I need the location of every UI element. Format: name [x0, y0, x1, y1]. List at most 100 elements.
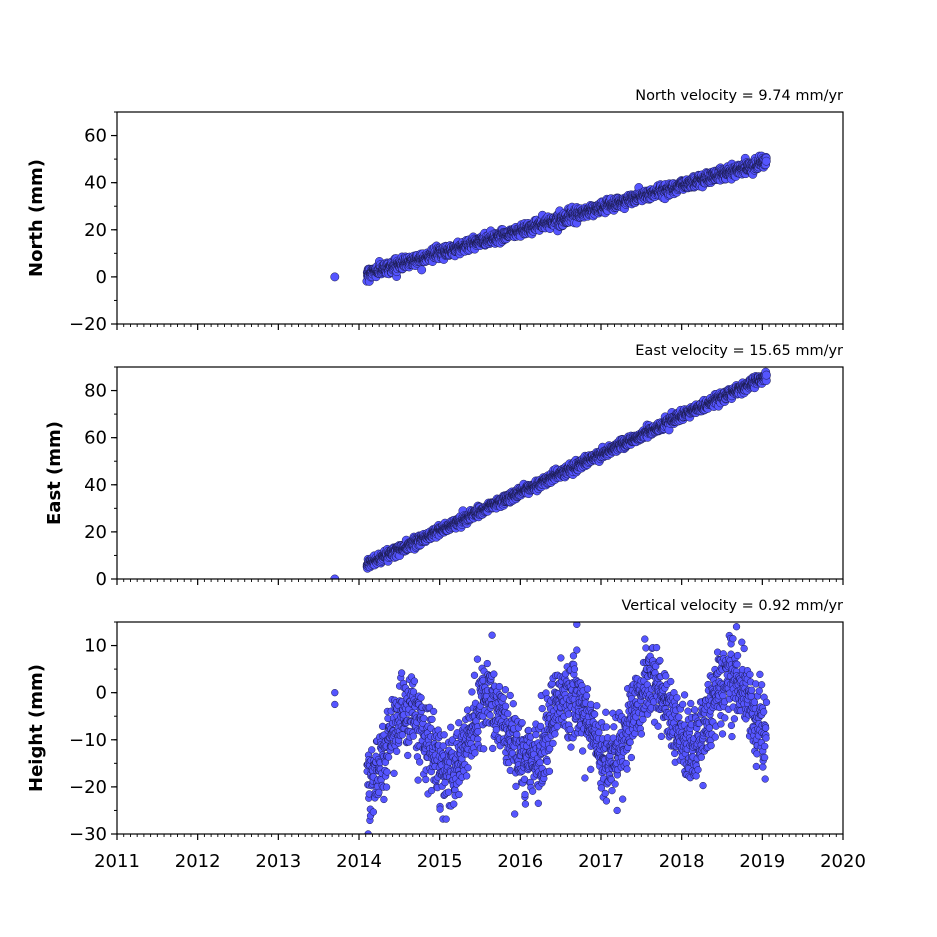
data-point	[623, 765, 631, 773]
scatter-series	[330, 367, 771, 579]
data-point	[593, 702, 601, 710]
y-tick-label: 20	[84, 220, 107, 241]
data-point	[368, 746, 376, 754]
data-point	[409, 688, 418, 696]
data-point	[601, 789, 609, 798]
data-point	[639, 715, 647, 724]
data-point	[534, 799, 542, 807]
data-point	[463, 772, 471, 780]
data-point	[404, 751, 412, 760]
data-point	[543, 757, 551, 766]
y-tick-label: 40	[84, 475, 107, 496]
data-point	[567, 743, 575, 751]
data-point	[536, 758, 544, 767]
y-tick-label: 80	[84, 381, 107, 402]
data-point	[397, 669, 406, 677]
data-point	[637, 730, 646, 738]
data-point	[602, 723, 611, 731]
data-point	[579, 747, 587, 755]
data-point	[521, 800, 530, 808]
data-point	[581, 774, 589, 782]
data-point	[602, 797, 611, 805]
data-point	[608, 787, 616, 795]
data-point	[429, 707, 438, 716]
data-point	[538, 704, 546, 713]
data-point	[416, 758, 424, 766]
data-point	[409, 732, 417, 740]
y-tick-label: 60	[84, 428, 107, 449]
data-point	[450, 800, 458, 808]
data-point	[441, 778, 449, 787]
data-point	[504, 710, 512, 718]
data-point	[490, 670, 498, 678]
data-point	[455, 790, 463, 799]
data-point	[480, 745, 488, 753]
data-point	[393, 747, 401, 756]
data-point	[549, 739, 557, 747]
data-point	[611, 780, 619, 788]
data-point	[501, 686, 510, 694]
y-tick-label: 20	[84, 522, 107, 543]
data-point	[528, 787, 537, 795]
data-point	[422, 775, 430, 784]
data-point	[602, 708, 610, 716]
scatter-series	[331, 622, 771, 834]
data-point	[545, 767, 554, 775]
data-point	[464, 764, 472, 772]
plot-frame	[116, 111, 844, 325]
data-point	[570, 665, 579, 673]
data-point	[499, 694, 507, 702]
data-point	[553, 722, 561, 730]
data-point	[428, 715, 436, 723]
data-point	[417, 265, 427, 275]
panel-1: 0 20 40 60 80 East (mm) East velocity = 15.65 …	[44, 343, 844, 590]
data-point	[442, 815, 450, 823]
data-point	[573, 646, 581, 654]
y-axis-label: North (mm)	[26, 159, 47, 277]
data-point	[471, 749, 479, 757]
data-point	[447, 723, 455, 731]
y-tick-label: −20	[69, 314, 107, 335]
data-point	[551, 730, 559, 738]
data-point	[627, 753, 636, 762]
data-point	[642, 644, 650, 652]
data-point	[486, 711, 494, 719]
data-point	[489, 744, 497, 753]
data-point	[619, 795, 627, 803]
data-point	[518, 719, 526, 727]
data-point	[369, 808, 378, 816]
data-point	[384, 753, 393, 761]
data-point	[521, 790, 529, 799]
y-axis-label: East (mm)	[44, 421, 65, 525]
velocity-annotation: East velocity = 15.65 mm/yr	[635, 343, 843, 359]
y-tick-label: 0	[96, 569, 107, 590]
y-tick-label: 40	[84, 173, 107, 194]
data-point	[383, 768, 391, 776]
data-point	[410, 677, 419, 685]
data-point	[513, 730, 521, 739]
y-tick-label: 0	[96, 267, 107, 288]
data-point	[380, 795, 388, 804]
data-point	[495, 682, 504, 691]
data-point	[436, 805, 444, 813]
data-point	[440, 731, 448, 739]
y-tick-label: 60	[84, 126, 107, 147]
data-point	[557, 654, 565, 662]
data-point	[502, 702, 510, 710]
data-point	[591, 710, 599, 718]
data-point	[610, 723, 618, 731]
data-point	[468, 688, 476, 696]
data-point	[582, 692, 591, 700]
data-point	[382, 783, 391, 791]
data-point	[595, 728, 603, 737]
data-point	[492, 726, 500, 734]
data-point	[761, 370, 771, 380]
scatter-series	[330, 151, 771, 286]
data-point	[626, 738, 634, 746]
data-point	[470, 671, 479, 679]
data-point	[420, 714, 428, 722]
data-point	[473, 655, 482, 663]
